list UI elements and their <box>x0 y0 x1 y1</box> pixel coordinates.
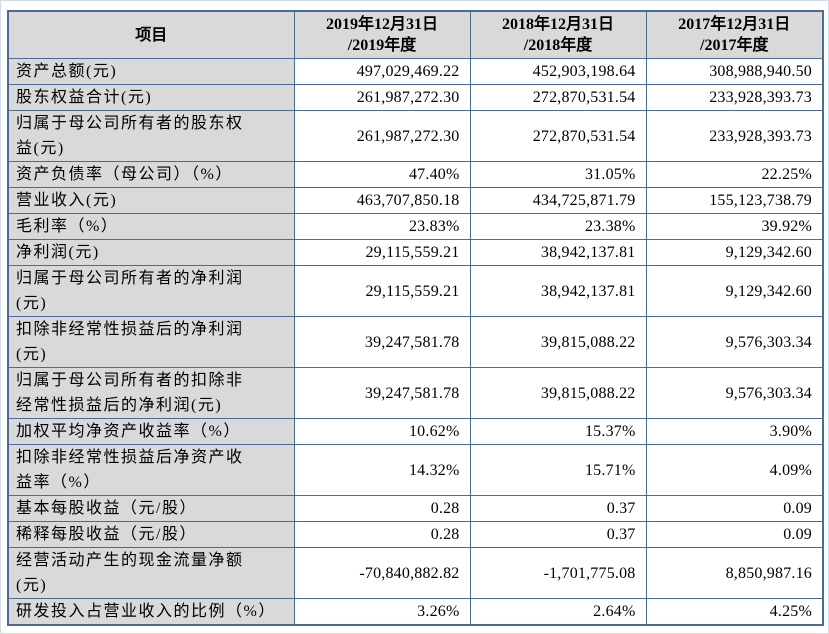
header-period-2019: 2019年12月31日 /2019年度 <box>293 10 471 59</box>
table-row: 基本每股收益（元/股） 0.28 0.37 0.09 <box>7 495 824 522</box>
value-cell: 39,247,581.78 <box>293 316 471 368</box>
value-cell: 38,942,137.81 <box>469 265 647 317</box>
table-row: 股东权益合计(元) 261,987,272.30 272,870,531.54 233… <box>7 84 824 111</box>
value-cell: 39,815,088.22 <box>469 367 647 419</box>
row-label-cell: 股东权益合计(元) <box>7 84 295 111</box>
value-cell: 4.25% <box>645 598 824 626</box>
value-cell: 3.26% <box>293 598 471 626</box>
value-cell: 0.37 <box>469 521 647 548</box>
row-label-cell: 稀释每股收益（元/股） <box>7 521 295 548</box>
table-row: 加权平均净资产收益率（%） 10.62% 15.37% 3.90% <box>7 418 824 445</box>
value-cell: 9,129,342.60 <box>645 239 824 266</box>
value-cell: 0.28 <box>293 521 471 548</box>
value-cell: 22.25% <box>645 161 824 188</box>
row-label-cell: 经营活动产生的现金流量净额 (元) <box>7 547 295 599</box>
value-cell: 452,903,198.64 <box>469 58 647 85</box>
value-cell: 8,850,987.16 <box>645 547 824 599</box>
table-row: 扣除非经常性损益后净资产收 益率（%） 14.32% 15.71% 4.09% <box>7 444 824 496</box>
header-row: 项目 2019年12月31日 /2019年度 2018年12月31日 /2018… <box>7 10 824 59</box>
row-label-cell: 归属于母公司所有者的股东权 益(元) <box>7 110 295 162</box>
table-row: 营业收入(元) 463,707,850.18 434,725,871.79 155,1… <box>7 187 824 214</box>
row-label-cell: 净利润(元) <box>7 239 295 266</box>
value-cell: 2.64% <box>469 598 647 626</box>
value-cell: 261,987,272.30 <box>293 84 471 111</box>
value-cell: 4.09% <box>645 444 824 496</box>
table-row: 归属于母公司所有者的扣除非 经常性损益后的净利润(元) 39,247,581.78… <box>7 367 824 419</box>
table-row: 资产总额(元) 497,029,469.22 452,903,198.64 308,9… <box>7 58 824 85</box>
row-label-cell: 归属于母公司所有者的扣除非 经常性损益后的净利润(元) <box>7 367 295 419</box>
value-cell: -1,701,775.08 <box>469 547 647 599</box>
value-cell: 0.28 <box>293 495 471 522</box>
value-cell: 9,576,303.34 <box>645 367 824 419</box>
value-cell: 39,815,088.22 <box>469 316 647 368</box>
row-label-cell: 基本每股收益（元/股） <box>7 495 295 522</box>
value-cell: 14.32% <box>293 444 471 496</box>
table-row: 净利润(元) 29,115,559.21 38,942,137.81 9,129,34… <box>7 239 824 266</box>
header-period-2018: 2018年12月31日 /2018年度 <box>469 10 647 59</box>
value-cell: 155,123,738.79 <box>645 187 824 214</box>
table-body: 资产总额(元) 497,029,469.22 452,903,198.64 308,9… <box>7 58 824 626</box>
row-label-cell: 研发投入占营业收入的比例（%） <box>7 598 295 626</box>
value-cell: -70,840,882.82 <box>293 547 471 599</box>
value-cell: 47.40% <box>293 161 471 188</box>
value-cell: 0.09 <box>645 495 824 522</box>
value-cell: 39.92% <box>645 213 824 240</box>
row-label-cell: 归属于母公司所有者的净利润 (元) <box>7 265 295 317</box>
value-cell: 38,942,137.81 <box>469 239 647 266</box>
value-cell: 0.37 <box>469 495 647 522</box>
value-cell: 23.83% <box>293 213 471 240</box>
table-header: 项目 2019年12月31日 /2019年度 2018年12月31日 /2018… <box>7 10 824 59</box>
value-cell: 261,987,272.30 <box>293 110 471 162</box>
value-cell: 434,725,871.79 <box>469 187 647 214</box>
value-cell: 15.37% <box>469 418 647 445</box>
value-cell: 31.05% <box>469 161 647 188</box>
value-cell: 10.62% <box>293 418 471 445</box>
value-cell: 233,928,393.73 <box>645 84 824 111</box>
row-label-cell: 资产总额(元) <box>7 58 295 85</box>
table-row: 资产负债率（母公司）（%） 47.40% 31.05% 22.25% <box>7 161 824 188</box>
financial-indicators-table: 项目 2019年12月31日 /2019年度 2018年12月31日 /2018… <box>7 10 824 626</box>
value-cell: 3.90% <box>645 418 824 445</box>
header-period-2017: 2017年12月31日 /2017年度 <box>645 10 824 59</box>
row-label-cell: 资产负债率（母公司）（%） <box>7 161 295 188</box>
value-cell: 9,129,342.60 <box>645 265 824 317</box>
value-cell: 29,115,559.21 <box>293 239 471 266</box>
value-cell: 29,115,559.21 <box>293 265 471 317</box>
value-cell: 0.09 <box>645 521 824 548</box>
table-row: 扣除非经常性损益后的净利润 (元) 39,247,581.78 39,815,088… <box>7 316 824 368</box>
row-label-cell: 扣除非经常性损益后净资产收 益率（%） <box>7 444 295 496</box>
row-label-cell: 毛利率（%） <box>7 213 295 240</box>
row-label-cell: 营业收入(元) <box>7 187 295 214</box>
value-cell: 463,707,850.18 <box>293 187 471 214</box>
value-cell: 9,576,303.34 <box>645 316 824 368</box>
table-row: 毛利率（%） 23.83% 23.38% 39.92% <box>7 213 824 240</box>
table-row: 稀释每股收益（元/股） 0.28 0.37 0.09 <box>7 521 824 548</box>
value-cell: 233,928,393.73 <box>645 110 824 162</box>
row-label-cell: 加权平均净资产收益率（%） <box>7 418 295 445</box>
table-row: 归属于母公司所有者的股东权 益(元) 261,987,272.30 272,870,… <box>7 110 824 162</box>
value-cell: 272,870,531.54 <box>469 110 647 162</box>
row-label-cell: 扣除非经常性损益后的净利润 (元) <box>7 316 295 368</box>
header-item-column: 项目 <box>7 10 295 59</box>
value-cell: 497,029,469.22 <box>293 58 471 85</box>
value-cell: 272,870,531.54 <box>469 84 647 111</box>
value-cell: 39,247,581.78 <box>293 367 471 419</box>
value-cell: 15.71% <box>469 444 647 496</box>
value-cell: 23.38% <box>469 213 647 240</box>
table-row: 归属于母公司所有者的净利润 (元) 29,115,559.21 38,942,137… <box>7 265 824 317</box>
value-cell: 308,988,940.50 <box>645 58 824 85</box>
table-row: 经营活动产生的现金流量净额 (元) -70,840,882.82 -1,701,77… <box>7 547 824 599</box>
table-row: 研发投入占营业收入的比例（%） 3.26% 2.64% 4.25% <box>7 598 824 626</box>
